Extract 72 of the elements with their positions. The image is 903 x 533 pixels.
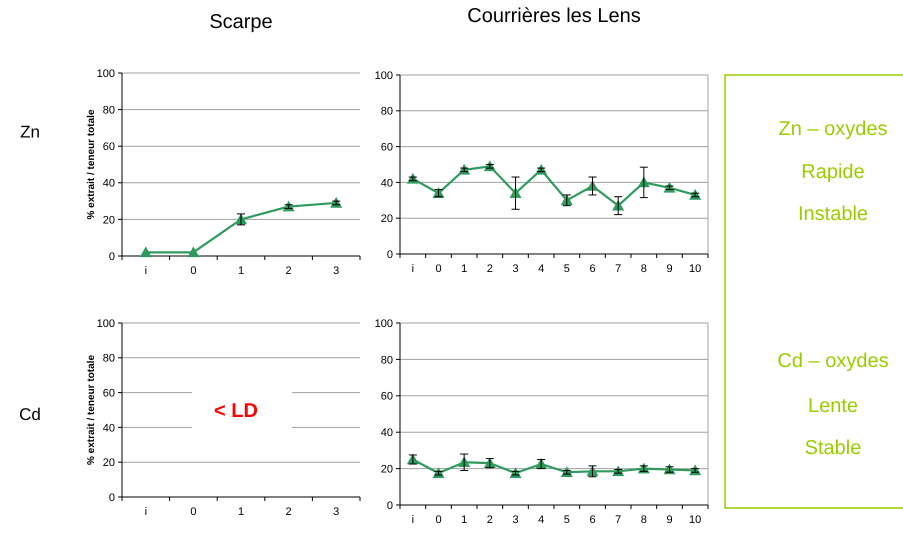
x-tick-label: 2	[486, 263, 493, 275]
y-tick-label: 80	[102, 104, 115, 116]
x-tick-label: 2	[486, 514, 493, 526]
x-tick-label: 5	[564, 263, 570, 275]
x-tick-label: 3	[512, 263, 519, 275]
y-tick-label: 0	[108, 250, 115, 263]
x-tick-label: 9	[666, 514, 673, 526]
text: Zn	[20, 122, 40, 142]
x-tick-label: 3	[333, 265, 340, 277]
chart-title: Courrières les Lens	[467, 5, 641, 27]
x-tick-label: 2	[286, 506, 292, 518]
x-tick-label: 0	[435, 514, 442, 526]
y-tick-label: 40	[102, 178, 115, 190]
x-tick-label: i	[144, 506, 148, 518]
x-tick-label: 7	[615, 263, 622, 275]
x-tick-label: i	[144, 265, 148, 277]
x-tick-label: 3	[512, 514, 519, 526]
text: Rapide	[801, 161, 865, 183]
x-tick-label: 7	[615, 514, 622, 526]
x-tick-label: 4	[538, 514, 544, 526]
x-tick-label: i	[412, 263, 414, 275]
y-tick-label: 80	[102, 352, 115, 365]
y-tick-label: 20	[380, 213, 393, 226]
x-tick-label: 0	[190, 265, 196, 277]
text: Cd	[19, 405, 41, 424]
y-tick-label: 80	[380, 354, 393, 366]
x-tick-label: 1	[238, 506, 244, 518]
y-axis-title: % extrait / teneur totale	[86, 109, 97, 220]
y-axis-title: % extrait / teneur totale	[86, 354, 97, 466]
y-tick-label: 20	[380, 463, 393, 476]
text: Stable	[804, 437, 862, 459]
y-tick-label: 60	[102, 141, 115, 154]
x-tick-label: 0	[190, 506, 196, 518]
y-tick-label: 20	[102, 214, 115, 226]
x-tick-label: 1	[461, 514, 468, 526]
x-tick-label: 4	[538, 263, 544, 275]
x-tick-label: 6	[589, 263, 596, 275]
chart-title: Scarpe	[209, 11, 273, 33]
y-tick-label: 40	[380, 177, 393, 190]
text: Cd – oxydes	[777, 350, 889, 372]
y-tick-label: 20	[102, 457, 115, 470]
y-tick-label: 60	[380, 390, 393, 403]
x-tick-label: 10	[689, 263, 702, 275]
x-tick-label: 2	[286, 265, 292, 277]
annotation: < LD	[214, 400, 258, 422]
text: Lente	[808, 395, 858, 417]
y-tick-label: 80	[380, 106, 393, 118]
x-tick-label: 1	[238, 265, 244, 277]
x-tick-label: 1	[461, 263, 468, 275]
x-tick-label: 9	[666, 263, 673, 275]
point	[187, 246, 200, 258]
text: Zn – oxydes	[778, 118, 888, 140]
y-tick-label: 40	[380, 427, 393, 440]
x-tick-label: 8	[640, 263, 647, 275]
x-tick-label: 3	[333, 506, 340, 518]
x-tick-label: 0	[435, 263, 442, 275]
y-tick-label: 100	[96, 68, 115, 80]
y-tick-label: 100	[96, 318, 115, 330]
y-tick-label: 40	[102, 422, 115, 434]
x-tick-label: 5	[564, 514, 570, 526]
x-tick-label: 8	[640, 514, 647, 526]
y-tick-label: 60	[102, 387, 115, 400]
text: Instable	[798, 203, 868, 225]
y-tick-label: 0	[108, 492, 115, 504]
point	[140, 246, 152, 258]
x-tick-label: 10	[689, 514, 702, 526]
y-tick-label: 100	[374, 318, 393, 330]
x-tick-label: i	[412, 514, 414, 526]
x-tick-label: 6	[589, 514, 596, 526]
y-tick-label: 100	[374, 70, 393, 82]
y-tick-label: 0	[386, 248, 393, 261]
y-tick-label: 60	[380, 141, 393, 154]
